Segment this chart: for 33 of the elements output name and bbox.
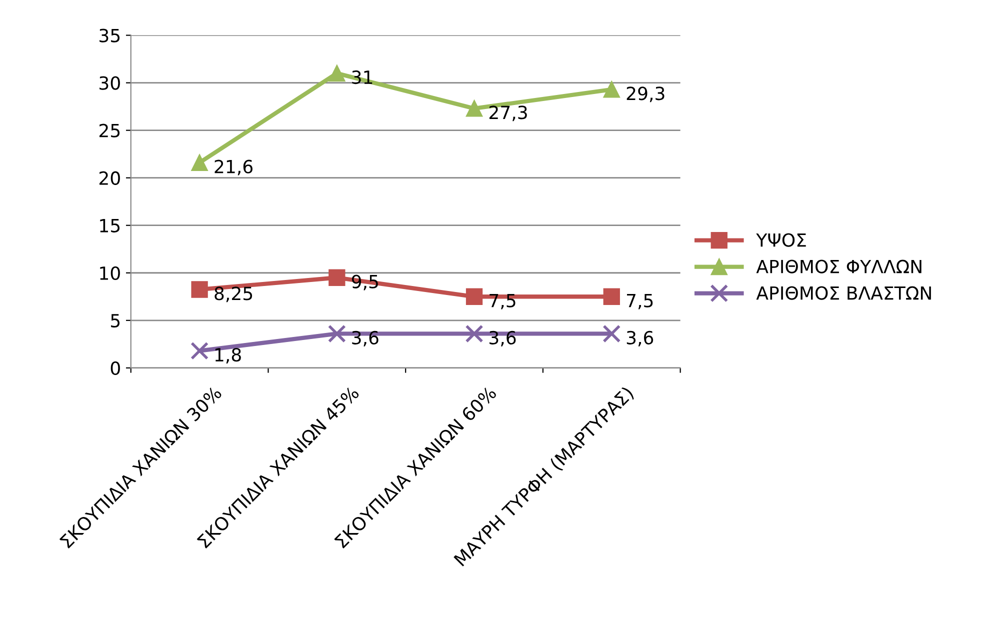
point: [466, 288, 483, 305]
point: [328, 324, 346, 343]
data-label: 21,6: [214, 160, 253, 176]
y-tick-label: 35: [100, 28, 120, 42]
y-tick-label: 25: [99, 124, 120, 138]
point: [328, 269, 346, 286]
y-tick-label: 5: [111, 314, 120, 328]
legend-label: ΥΨΟΣ: [756, 233, 806, 247]
legend-label: ΑΡΙΘΜΟΣ ΒΛΑΣΤΩΝ: [756, 286, 931, 300]
y-tick-label: 0: [110, 361, 120, 376]
data-label: 7,5: [627, 294, 653, 310]
data-label: 1,8: [215, 348, 241, 364]
point: [191, 154, 208, 171]
point: [191, 281, 208, 298]
data-label: 7,5: [490, 294, 516, 310]
data-label: 8,25: [214, 286, 252, 302]
point: [466, 100, 483, 117]
y-tick-label: 10: [100, 266, 120, 280]
y-tick-label: 15: [100, 219, 120, 232]
y-tick-label: 20: [99, 171, 120, 185]
point: [465, 324, 484, 343]
point: [603, 288, 620, 305]
point: [602, 324, 621, 343]
data-label: 9,5: [352, 274, 378, 290]
point: [328, 64, 346, 82]
data-label: 27,3: [489, 106, 527, 122]
data-label: 3,6: [626, 330, 654, 346]
y-tick-label: 30: [100, 76, 120, 90]
data-label: 31: [352, 70, 372, 84]
point: [190, 342, 209, 360]
data-label: 29,3: [626, 86, 664, 102]
legend-label: ΑΡΙΘΜΟΣ ΦΥΛΛΩΝ: [756, 260, 922, 274]
point: [603, 81, 620, 98]
